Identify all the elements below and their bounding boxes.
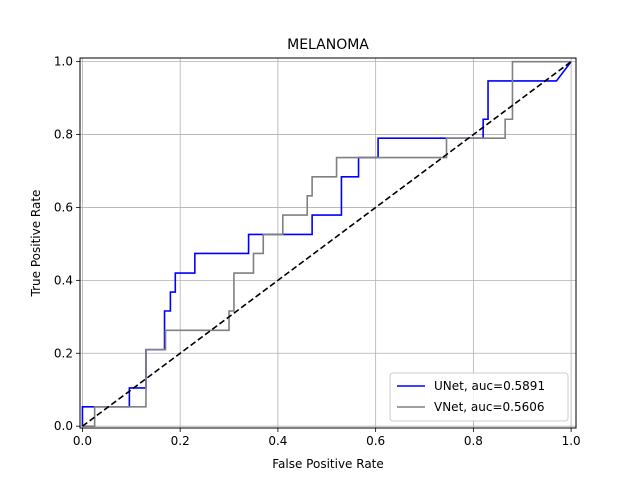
x-tick-label: 0.8	[464, 434, 483, 448]
x-tick-label: 0.0	[73, 434, 92, 448]
y-tick-label: 0.8	[54, 128, 73, 142]
y-tick-label: 0.4	[54, 273, 73, 287]
series-layer	[81, 60, 572, 427]
y-tick-label: 1.0	[54, 55, 73, 69]
grid	[80, 58, 576, 428]
plot-frame	[79, 57, 577, 429]
x-tick-label: 0.2	[171, 434, 190, 448]
chart-title: MELANOMA	[287, 37, 369, 53]
y-tick-label: 0.2	[54, 346, 73, 360]
y-tick-label: 0.0	[54, 419, 73, 433]
legend-label: VNet, auc=0.5606	[434, 400, 545, 414]
x-tick-label: 0.6	[366, 434, 385, 448]
legend-label: UNet, auc=0.5891	[434, 379, 545, 393]
x-tick-label: 0.4	[268, 434, 287, 448]
y-axis-label: True Positive Rate	[29, 190, 43, 298]
legend: UNet, auc=0.5891 VNet, auc=0.5606	[389, 372, 569, 422]
chance-line	[81, 61, 572, 427]
y-tick-label: 0.6	[54, 200, 73, 214]
ticks: 0.0 0.2 0.4 0.6 0.8 1.0 0.0 0.2 0.4 0.6 0.8 1.0	[54, 55, 581, 448]
roc-line-1	[82, 60, 572, 427]
x-axis-label: False Positive Rate	[272, 457, 384, 471]
legend-box	[389, 372, 569, 422]
x-tick-label: 1.0	[562, 434, 581, 448]
